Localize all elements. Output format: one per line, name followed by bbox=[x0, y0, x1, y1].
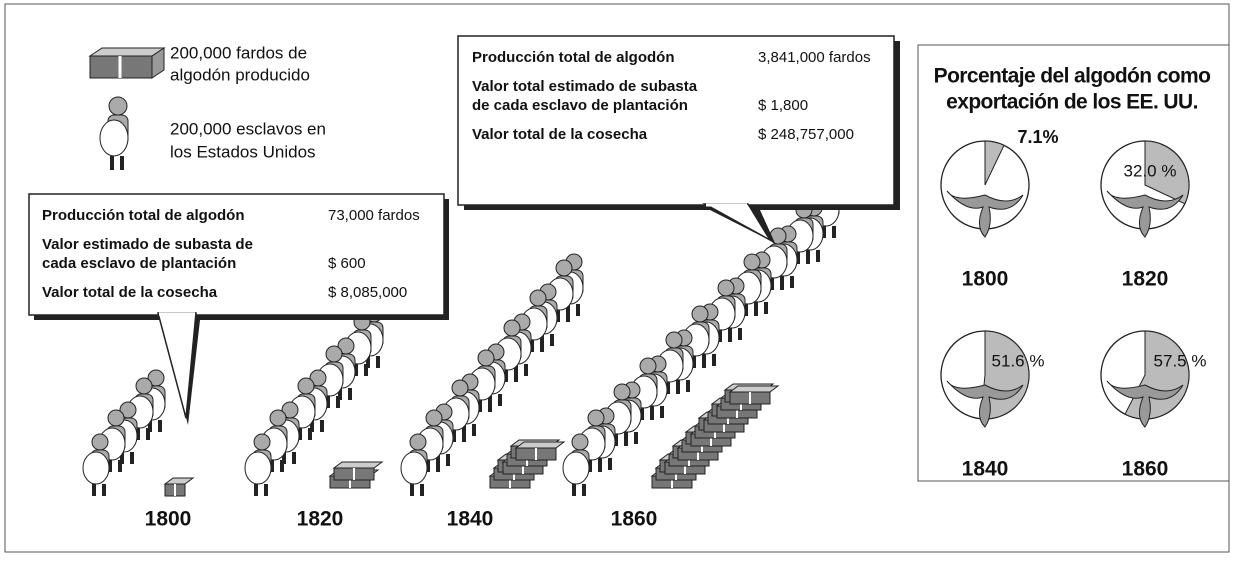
export-label: 57.5 % bbox=[1154, 351, 1207, 370]
head bbox=[614, 384, 630, 400]
head bbox=[666, 332, 682, 348]
legend-text: algodón producido bbox=[170, 65, 310, 84]
head bbox=[572, 434, 588, 450]
head bbox=[298, 378, 314, 394]
head bbox=[136, 378, 152, 394]
bale-top bbox=[516, 442, 564, 448]
head bbox=[108, 410, 124, 426]
head bbox=[744, 254, 760, 270]
panel-title: exportación de los EE. UU. bbox=[946, 91, 1198, 114]
export-label: 7.1% bbox=[1017, 127, 1058, 147]
export-label: 51.6 % bbox=[992, 351, 1045, 370]
head bbox=[478, 350, 494, 366]
callout-value: $ 8,085,000 bbox=[328, 284, 407, 301]
sack bbox=[563, 452, 589, 484]
head bbox=[556, 260, 572, 276]
callout-label: Valor total estimado de subasta bbox=[472, 78, 698, 95]
panel-title: Porcentaje del algodón como bbox=[934, 65, 1211, 88]
callout-label: de cada esclavo de plantación bbox=[472, 97, 688, 114]
callout-value: 73,000 fardos bbox=[328, 207, 420, 224]
callout-value: $ 248,757,000 bbox=[758, 126, 854, 143]
sack bbox=[245, 452, 271, 484]
callout-value: 3,841,000 fardos bbox=[758, 49, 871, 66]
head bbox=[452, 380, 468, 396]
head bbox=[426, 410, 442, 426]
callout-label: Producción total de algodón bbox=[472, 49, 675, 66]
export-year: 1800 bbox=[962, 268, 1009, 291]
export-year: 1820 bbox=[1122, 268, 1169, 291]
head bbox=[326, 346, 342, 362]
callout-label: Valor total de la cosecha bbox=[472, 126, 648, 143]
legend-text: los Estados Unidos bbox=[170, 142, 316, 161]
legend-text: 200,000 esclavos en bbox=[170, 119, 326, 138]
head bbox=[588, 410, 604, 426]
head bbox=[692, 306, 708, 322]
sack bbox=[83, 452, 109, 484]
year-label: 1860 bbox=[611, 508, 658, 531]
year-label: 1820 bbox=[297, 508, 344, 531]
head bbox=[254, 434, 270, 450]
infographic: 200,000 fardos de algodón producido 200,… bbox=[0, 0, 1235, 556]
callout-label: Valor total de la cosecha bbox=[42, 284, 218, 301]
legend-bale-icon bbox=[90, 48, 164, 78]
legend-text: 200,000 fardos de bbox=[170, 43, 307, 62]
sack bbox=[401, 452, 427, 484]
head bbox=[718, 280, 734, 296]
year-label: 1800 bbox=[145, 508, 192, 531]
callout-value: $ 600 bbox=[328, 255, 366, 272]
head bbox=[92, 434, 108, 450]
export-year: 1860 bbox=[1122, 458, 1169, 481]
callout-label: cada esclavo de plantación bbox=[42, 255, 236, 272]
head bbox=[270, 410, 286, 426]
bale-top bbox=[730, 386, 778, 392]
bale-top bbox=[334, 462, 382, 468]
callout-label: Producción total de algodón bbox=[42, 207, 245, 224]
callout-value: $ 1,800 bbox=[758, 97, 808, 114]
year-label: 1840 bbox=[447, 508, 494, 531]
export-label: 32.0 % bbox=[1124, 161, 1177, 180]
head bbox=[530, 290, 546, 306]
callout-label: Valor estimado de subasta de bbox=[42, 236, 253, 253]
head bbox=[504, 320, 520, 336]
head bbox=[410, 434, 426, 450]
head bbox=[640, 358, 656, 374]
export-year: 1840 bbox=[962, 458, 1009, 481]
